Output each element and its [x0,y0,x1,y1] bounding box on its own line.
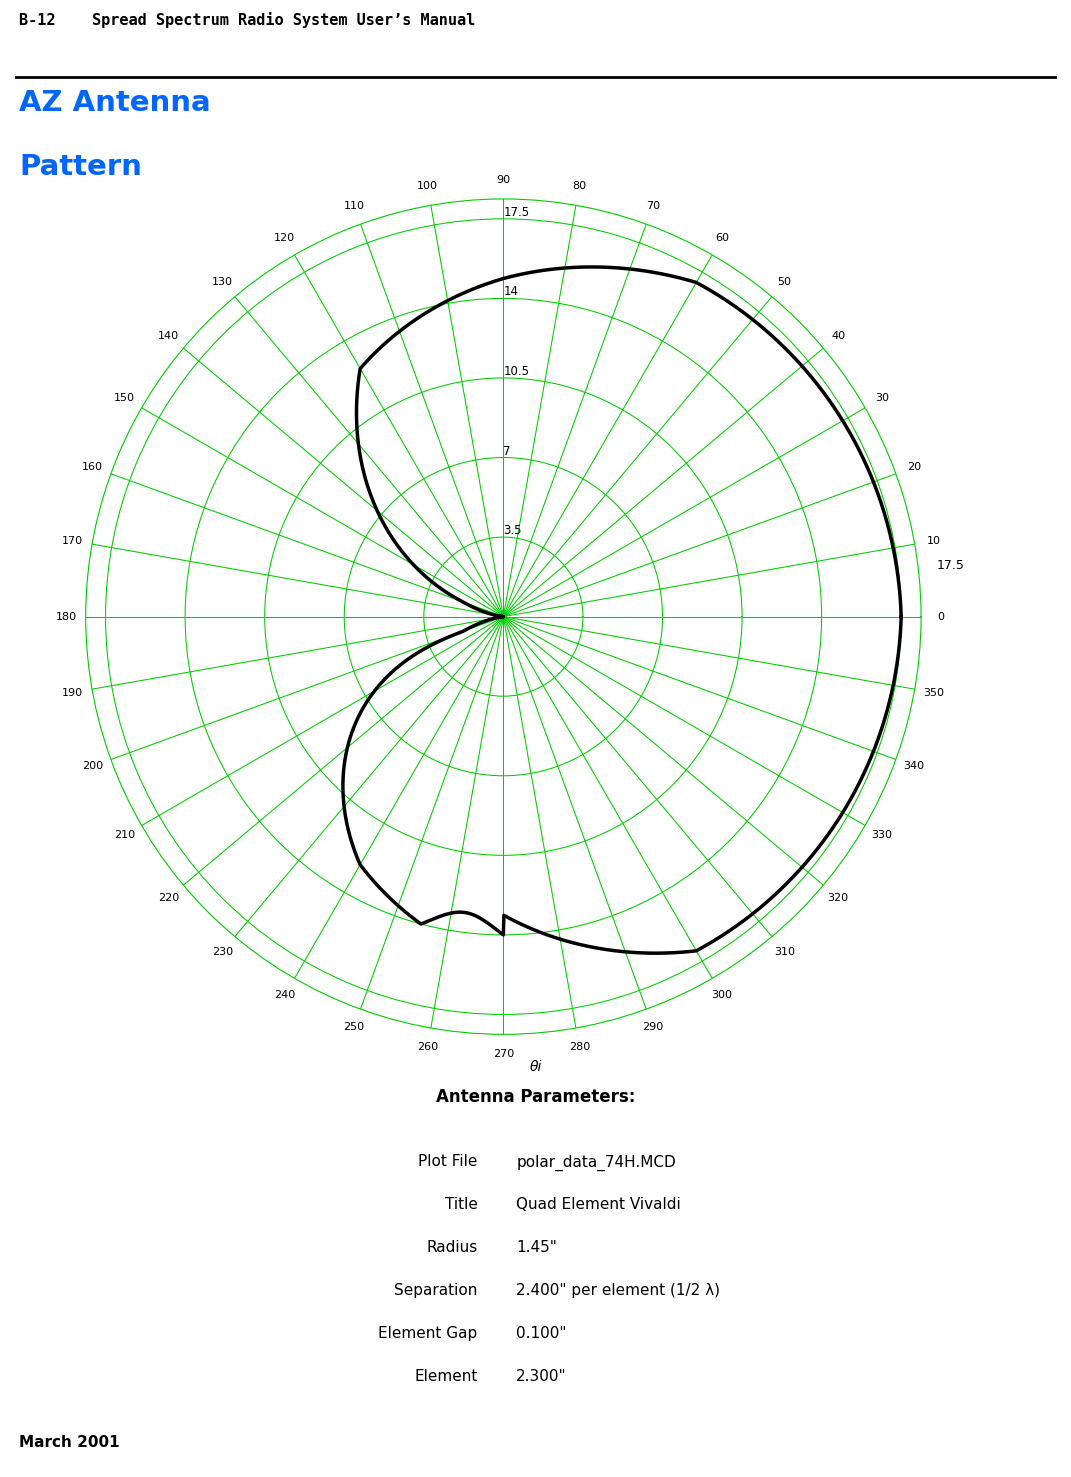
Text: Antenna Parameters:: Antenna Parameters: [436,1087,635,1106]
Text: B-12    Spread Spectrum Radio System User’s Manual: B-12 Spread Spectrum Radio System User’s… [19,12,476,28]
Text: 2.400" per element (1/2 λ): 2.400" per element (1/2 λ) [516,1284,720,1298]
Text: θi: θi [529,1060,542,1074]
Text: Plot File: Plot File [419,1155,478,1170]
Text: March 2001: March 2001 [19,1436,120,1450]
Text: Pattern: Pattern [19,154,142,180]
Text: Element: Element [414,1369,478,1384]
Text: Element Gap: Element Gap [378,1326,478,1341]
Text: AZ Antenna: AZ Antenna [19,89,211,117]
Text: 2.300": 2.300" [516,1369,567,1384]
Text: 17.5: 17.5 [937,560,965,572]
Text: Radius: Radius [426,1241,478,1255]
Text: Separation: Separation [394,1284,478,1298]
Text: 0.100": 0.100" [516,1326,567,1341]
Text: polar_data_74H.MCD: polar_data_74H.MCD [516,1155,676,1171]
Text: Title: Title [444,1198,478,1213]
Text: Quad Element Vivaldi: Quad Element Vivaldi [516,1198,681,1213]
Text: 1.45": 1.45" [516,1241,557,1255]
